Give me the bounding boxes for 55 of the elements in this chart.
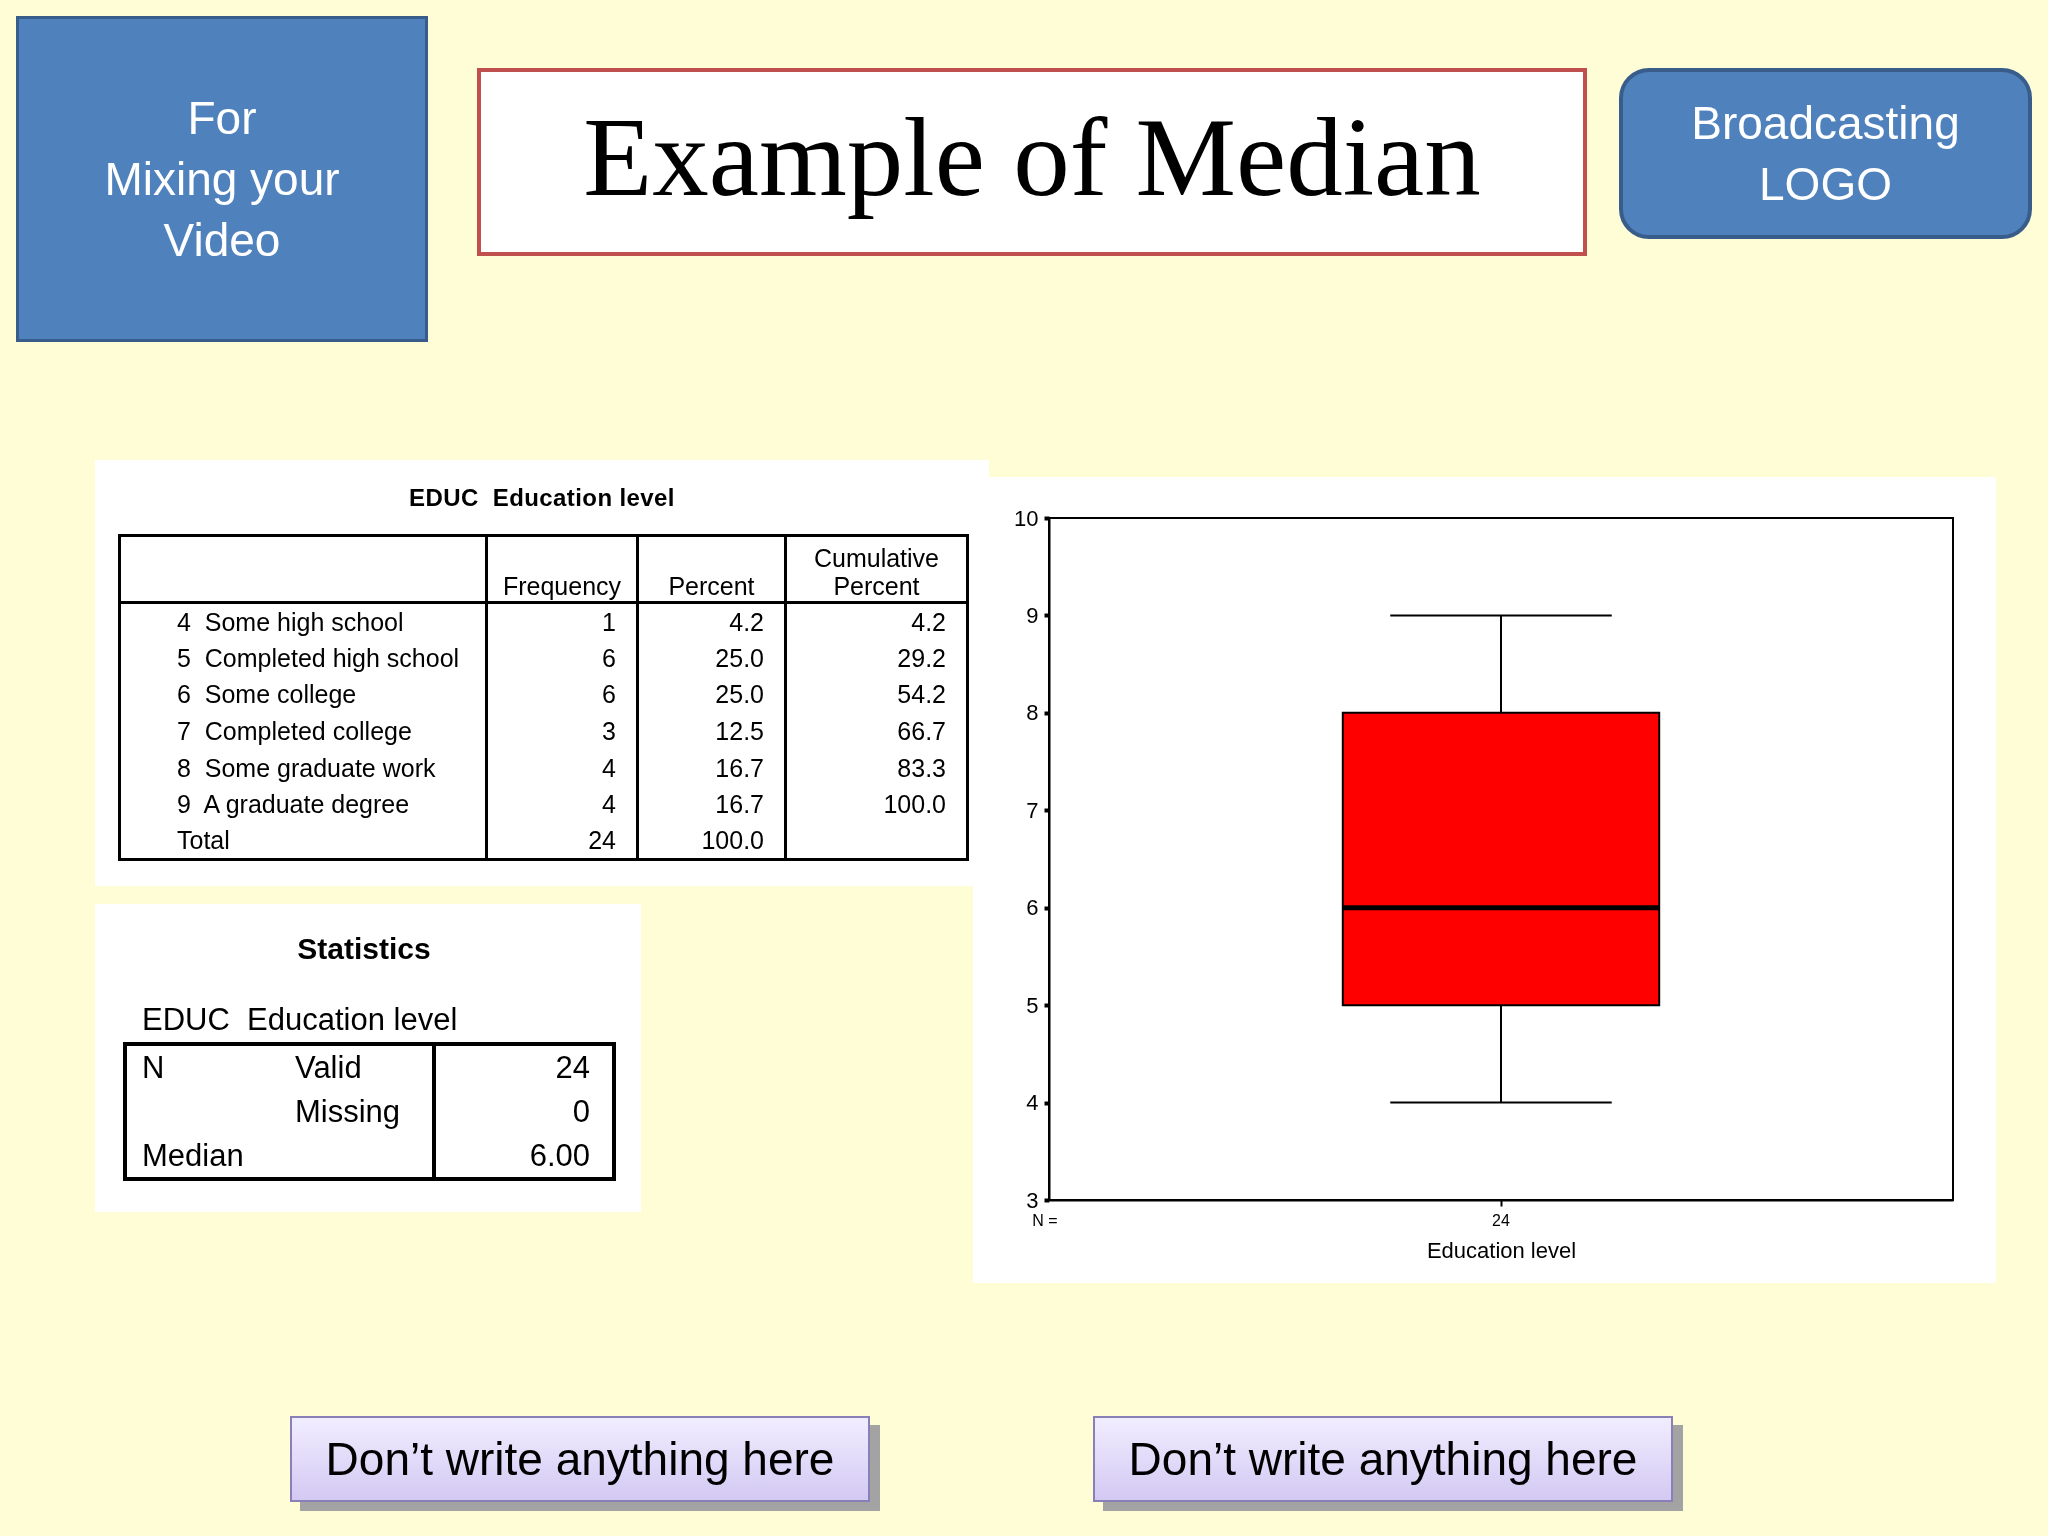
- data-label: 16.7: [715, 790, 764, 819]
- data-label: 4: [602, 790, 616, 819]
- category-label: Median: [142, 1137, 244, 1173]
- text: For Mixing your Video: [104, 91, 340, 266]
- text: Statistics: [297, 932, 431, 965]
- category-label: 4 Some high school: [177, 607, 404, 636]
- category-label: 9 A graduate degree: [177, 790, 410, 819]
- y-tick-label: 10: [1014, 505, 1039, 531]
- y-tick-label: 8: [1026, 700, 1039, 726]
- x-axis-title: Education level: [1426, 1237, 1577, 1263]
- category-label: 6 Some college: [177, 680, 357, 709]
- data-label: 4.2: [911, 607, 946, 636]
- text: EDUC Education level: [409, 484, 675, 511]
- data-label: 24: [555, 1049, 590, 1085]
- data-label: 24: [588, 826, 616, 855]
- data-label: 54.2: [897, 680, 946, 709]
- y-tick-label: 6: [1026, 895, 1039, 921]
- data-label: 1: [602, 607, 616, 636]
- category-label: N: [142, 1049, 165, 1085]
- data-label: 100.0: [883, 790, 946, 819]
- category-label: 5 Completed high school: [177, 643, 460, 672]
- data-label: 83.3: [897, 753, 946, 782]
- data-label: 6.00: [529, 1137, 590, 1173]
- y-tick-label: 7: [1026, 797, 1039, 823]
- text: EDUC Education level: [142, 1002, 458, 1037]
- data-label: 3: [602, 716, 616, 745]
- data-label: 4: [602, 753, 616, 782]
- data-label: 12.5: [715, 716, 764, 745]
- data-label: 6: [602, 680, 616, 709]
- data-label: 0: [572, 1093, 590, 1129]
- text: Example of Median: [583, 93, 1481, 219]
- series-label: Frequency: [502, 572, 622, 600]
- text: Cumulative Percent: [813, 544, 940, 600]
- y-tick-label: 5: [1026, 992, 1039, 1018]
- category-label: Total: [177, 826, 230, 855]
- text: Don’t write anything here: [325, 1432, 835, 1485]
- category-label: 7 Completed college: [177, 716, 412, 745]
- data-label: 16.7: [715, 753, 764, 782]
- y-tick-label: 9: [1026, 602, 1039, 628]
- data-label: 25.0: [715, 680, 764, 709]
- text: Percent: [668, 572, 755, 600]
- data-label: 6: [602, 643, 616, 672]
- category-label: 8 Some graduate work: [177, 753, 436, 782]
- data-label: 100.0: [701, 826, 764, 855]
- data-label: 66.7: [897, 716, 946, 745]
- data-label: 4.2: [729, 607, 764, 636]
- data-label: 25.0: [715, 643, 764, 672]
- y-tick-label: 3: [1026, 1187, 1039, 1213]
- y-tick-label: 4: [1026, 1090, 1039, 1116]
- category-label: Valid: [295, 1049, 362, 1085]
- data-label: 29.2: [897, 643, 946, 672]
- text: Don’t write anything here: [1128, 1432, 1638, 1485]
- category-label: Missing: [295, 1093, 401, 1129]
- text: N =: [1032, 1212, 1058, 1229]
- text: Broadcasting LOGO: [1691, 96, 1960, 210]
